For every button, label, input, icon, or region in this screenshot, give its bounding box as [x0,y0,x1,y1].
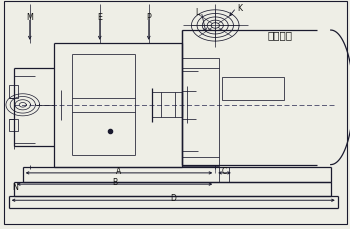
Text: M: M [26,13,33,22]
Bar [222,78,284,101]
Text: K: K [237,4,242,13]
Text: C: C [222,166,227,175]
Text: A: A [116,166,122,175]
Bar [9,86,18,98]
Text: 吸排气口: 吸排气口 [267,30,293,41]
Text: B: B [112,177,117,186]
Text: D: D [170,193,176,202]
Bar [182,58,219,166]
Text: P: P [146,13,151,22]
Text: E: E [97,13,102,22]
Text: N: N [12,182,18,191]
Text: L: L [196,8,200,17]
Bar [9,119,18,132]
